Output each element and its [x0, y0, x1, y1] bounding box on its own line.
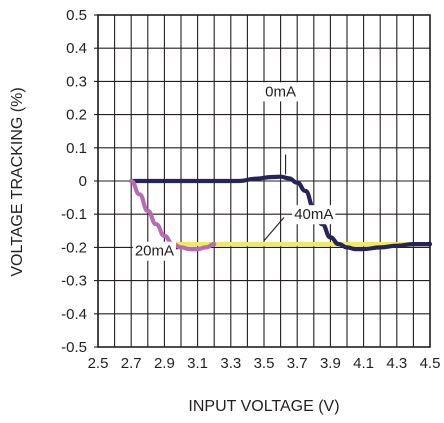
series-annotations: 0mA 40mA 20mA: [132, 82, 336, 261]
annotation-0mA: 0mA: [265, 83, 296, 100]
annotation-40mA: 40mA: [294, 206, 333, 223]
x-tick-label: 4.1: [353, 355, 374, 372]
plot-frame: [94, 14, 431, 348]
annotation-background: [132, 241, 177, 261]
y-tick-label: 0.5: [66, 7, 87, 24]
annotation-background: [292, 205, 336, 225]
x-tick-label: 3.1: [187, 355, 208, 372]
annotation-20mA: 20mA: [135, 243, 174, 260]
y-tick-label: -0.3: [61, 273, 87, 290]
x-tick-label: 4.3: [386, 355, 407, 372]
y-tick-label: 0.3: [66, 73, 87, 90]
y-tick-label: -0.4: [61, 306, 87, 323]
y-tick-label: 0.4: [66, 40, 87, 57]
x-tick-label: 2.5: [88, 355, 109, 372]
x-tick-label: 2.7: [121, 355, 142, 372]
y-tick-label: 0: [79, 173, 87, 190]
series-line-20mA: [129, 178, 217, 252]
x-tick-label: 4.5: [420, 355, 441, 372]
y-tick-label: -0.5: [61, 339, 87, 356]
annotation-leaders: [172, 154, 287, 250]
y-tick-label: -0.1: [61, 206, 87, 223]
annotation-leader-40mA: [263, 217, 285, 242]
x-tick-label: 3.3: [220, 355, 241, 372]
x-tick-label: 3.5: [254, 355, 275, 372]
x-axis-label: INPUT VOLTAGE (V): [188, 398, 339, 415]
series-line-0mA: [129, 174, 433, 252]
x-tick-labels: 2.5 2.7 2.9 3.1 3.3 3.5 3.7 3.9 4.1 4.3 4.5: [88, 355, 441, 372]
y-tick-label: 0.1: [66, 140, 87, 157]
y-tick-label: -0.2: [61, 239, 87, 256]
y-tick-label: 0.2: [66, 107, 87, 124]
annotation-background: [263, 82, 299, 102]
y-axis-label: VOLTAGE TRACKING (%): [9, 87, 26, 276]
x-tick-label: 2.9: [154, 355, 175, 372]
x-tick-label: 3.9: [320, 355, 341, 372]
y-tick-labels: -0.5 -0.4 -0.3 -0.2 -0.1 0 0.1 0.2 0.3 0.4 0.5: [61, 7, 87, 356]
x-tick-label: 3.7: [287, 355, 308, 372]
